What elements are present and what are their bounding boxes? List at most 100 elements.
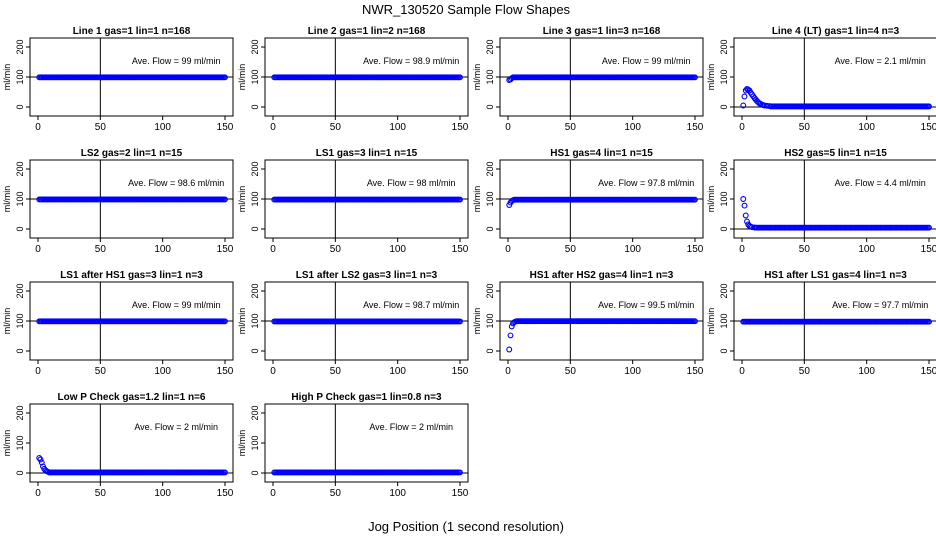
- y-tick-label: 100: [250, 191, 260, 206]
- x-tick-label: 50: [330, 366, 342, 377]
- y-tick-label: 100: [15, 435, 25, 450]
- y-tick-label: 200: [15, 39, 25, 54]
- data-point: [222, 469, 228, 476]
- x-tick-label: 0: [35, 366, 41, 377]
- data-point: [926, 224, 932, 231]
- x-tick-label: 0: [35, 244, 41, 255]
- x-tick-label: 0: [270, 244, 276, 255]
- average-flow-annotation: Ave. Flow = 99 ml/min: [132, 56, 221, 66]
- x-tick-label: 50: [95, 366, 107, 377]
- y-axis-label: ml/min: [237, 430, 247, 457]
- panel-8: HS2 gas=5 lin=1 n=15 0 50 100 150 0 100 200ml/m…: [706, 148, 936, 255]
- y-tick-label: 0: [719, 104, 729, 109]
- y-tick-label: 0: [719, 348, 729, 353]
- data-points: [506, 196, 698, 208]
- average-flow-annotation: Ave. Flow = 4.4 ml/min: [835, 178, 926, 188]
- x-tick-label: 0: [739, 244, 745, 255]
- average-flow-annotation: Ave. Flow = 99.5 ml/min: [598, 300, 694, 310]
- panel-title: Line 4 (LT) gas=1 lin=4 n=3: [772, 26, 900, 37]
- data-point: [741, 202, 748, 209]
- average-flow-annotation: Ave. Flow = 98 ml/min: [367, 178, 456, 188]
- panel-title: Line 1 gas=1 lin=1 n=168: [73, 26, 191, 37]
- data-point: [457, 74, 463, 81]
- panel-6: LS1 gas=3 lin=1 n=15 0 50 100 150 0 100 200ml/m…: [237, 148, 469, 255]
- data-points: [271, 469, 463, 476]
- x-tick-label: 100: [858, 122, 875, 133]
- y-tick-label: 200: [485, 161, 495, 176]
- panel-14: High P Check gas=1 lin=0.8 n=3 0 50 100 150 0…: [237, 392, 469, 499]
- y-axis-label: ml/min: [2, 308, 12, 335]
- panel-3: Line 3 gas=1 lin=3 n=168 0 50 100 150 0 100 200…: [472, 26, 704, 133]
- x-tick-label: 50: [330, 244, 342, 255]
- x-tick-label: 50: [565, 122, 577, 133]
- y-axis-label: ml/min: [472, 308, 482, 335]
- y-tick-label: 100: [15, 191, 25, 206]
- y-tick-label: 0: [15, 348, 25, 353]
- y-axis-label: ml/min: [237, 308, 247, 335]
- y-tick-label: 200: [250, 39, 260, 54]
- y-tick-label: 200: [15, 283, 25, 298]
- data-point: [740, 196, 747, 202]
- x-tick-label: 100: [154, 122, 171, 133]
- x-tick-label: 0: [270, 122, 276, 133]
- x-tick-label: 50: [565, 244, 577, 255]
- x-tick-label: 0: [35, 488, 41, 499]
- panel-10: LS1 after LS2 gas=3 lin=1 n=3 0 50 100 150 0 1…: [237, 270, 469, 377]
- y-axis-label: ml/min: [706, 308, 716, 335]
- data-point: [37, 456, 44, 463]
- x-tick-label: 150: [687, 122, 704, 133]
- x-tick-label: 150: [921, 122, 936, 133]
- data-point: [507, 332, 514, 339]
- x-tick-label: 50: [330, 488, 342, 499]
- data-points: [740, 86, 932, 110]
- y-tick-label: 0: [719, 226, 729, 231]
- data-points: [36, 196, 228, 203]
- y-tick-label: 100: [250, 69, 260, 84]
- panel-title: Low P Check gas=1.2 lin=1 n=6: [58, 392, 206, 403]
- y-tick-label: 0: [485, 348, 495, 353]
- figure-xlabel: Jog Position (1 second resolution): [368, 519, 564, 534]
- x-tick-label: 50: [565, 366, 577, 377]
- x-tick-label: 50: [799, 244, 811, 255]
- data-points: [506, 74, 698, 83]
- x-tick-label: 100: [624, 122, 641, 133]
- y-tick-label: 200: [250, 161, 260, 176]
- y-axis-label: ml/min: [472, 64, 482, 91]
- data-point: [742, 212, 749, 219]
- y-tick-label: 200: [719, 161, 729, 176]
- x-tick-label: 100: [154, 488, 171, 499]
- panel-11: HS1 after HS2 gas=4 lin=1 n=3 0 50 100 150 0 1…: [472, 270, 704, 377]
- x-tick-label: 100: [389, 244, 406, 255]
- y-tick-label: 100: [15, 313, 25, 328]
- average-flow-annotation: Ave. Flow = 98.9 ml/min: [363, 56, 459, 66]
- y-tick-label: 0: [15, 470, 25, 475]
- data-point: [741, 93, 748, 100]
- panel-title: HS2 gas=5 lin=1 n=15: [784, 148, 887, 159]
- panel-title: LS1 after LS2 gas=3 lin=1 n=3: [296, 270, 438, 281]
- x-tick-label: 150: [217, 244, 234, 255]
- data-points: [740, 318, 932, 325]
- panel-title: LS1 gas=3 lin=1 n=15: [316, 148, 418, 159]
- data-point: [692, 196, 698, 203]
- average-flow-annotation: Ave. Flow = 97.7 ml/min: [832, 300, 928, 310]
- data-points: [36, 74, 228, 81]
- y-axis-label: ml/min: [2, 430, 12, 457]
- x-tick-label: 100: [154, 244, 171, 255]
- average-flow-annotation: Ave. Flow = 99 ml/min: [132, 300, 221, 310]
- data-point: [744, 218, 750, 225]
- panel-13: Low P Check gas=1.2 lin=1 n=6 0 50 100 150 0 1…: [2, 392, 234, 499]
- y-tick-label: 0: [250, 348, 260, 353]
- data-point: [926, 318, 932, 325]
- y-tick-label: 0: [250, 226, 260, 231]
- y-axis-label: ml/min: [706, 186, 716, 213]
- data-point: [36, 455, 43, 461]
- panel-title: HS1 gas=4 lin=1 n=15: [550, 148, 653, 159]
- panel-4: Line 4 (LT) gas=1 lin=4 n=3 0 50 100 150 0 100…: [706, 26, 936, 133]
- data-points: [740, 196, 932, 231]
- x-tick-label: 150: [921, 366, 936, 377]
- x-tick-label: 0: [739, 366, 745, 377]
- x-tick-label: 0: [505, 122, 511, 133]
- panel-9: LS1 after HS1 gas=3 lin=1 n=3 0 50 100 150 0 1…: [2, 270, 234, 377]
- x-tick-label: 0: [270, 366, 276, 377]
